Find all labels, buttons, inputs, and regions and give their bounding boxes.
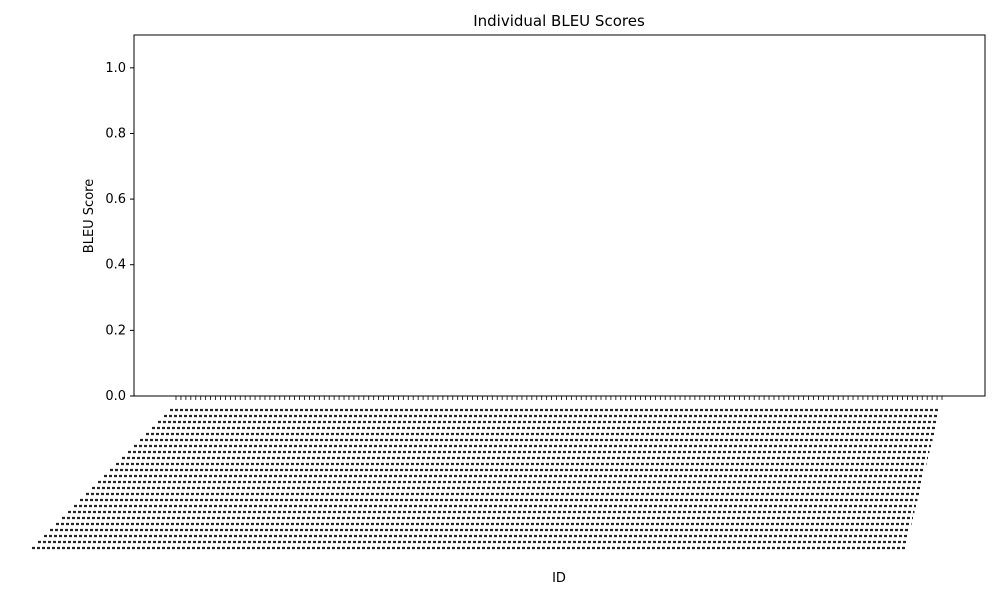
y-tick-label: 1.0: [105, 61, 126, 76]
y-tick-label: 0.0: [105, 389, 126, 404]
x-tick-label-overlap-mass: [32, 408, 940, 550]
y-tick-label: 0.6: [105, 192, 126, 207]
x-axis-label: ID: [552, 571, 566, 586]
plot-area: [133, 34, 986, 397]
y-axis-label: BLEU Score: [82, 179, 97, 253]
y-axis: 0.0 0.2 0.4 0.6 0.8 1.0: [105, 61, 134, 404]
x-axis: [32, 396, 943, 550]
y-tick-label: 0.2: [105, 323, 126, 338]
y-tick-label: 0.4: [105, 258, 126, 273]
y-tick-label: 0.8: [105, 126, 126, 141]
chart-title: Individual BLEU Scores: [473, 12, 645, 30]
